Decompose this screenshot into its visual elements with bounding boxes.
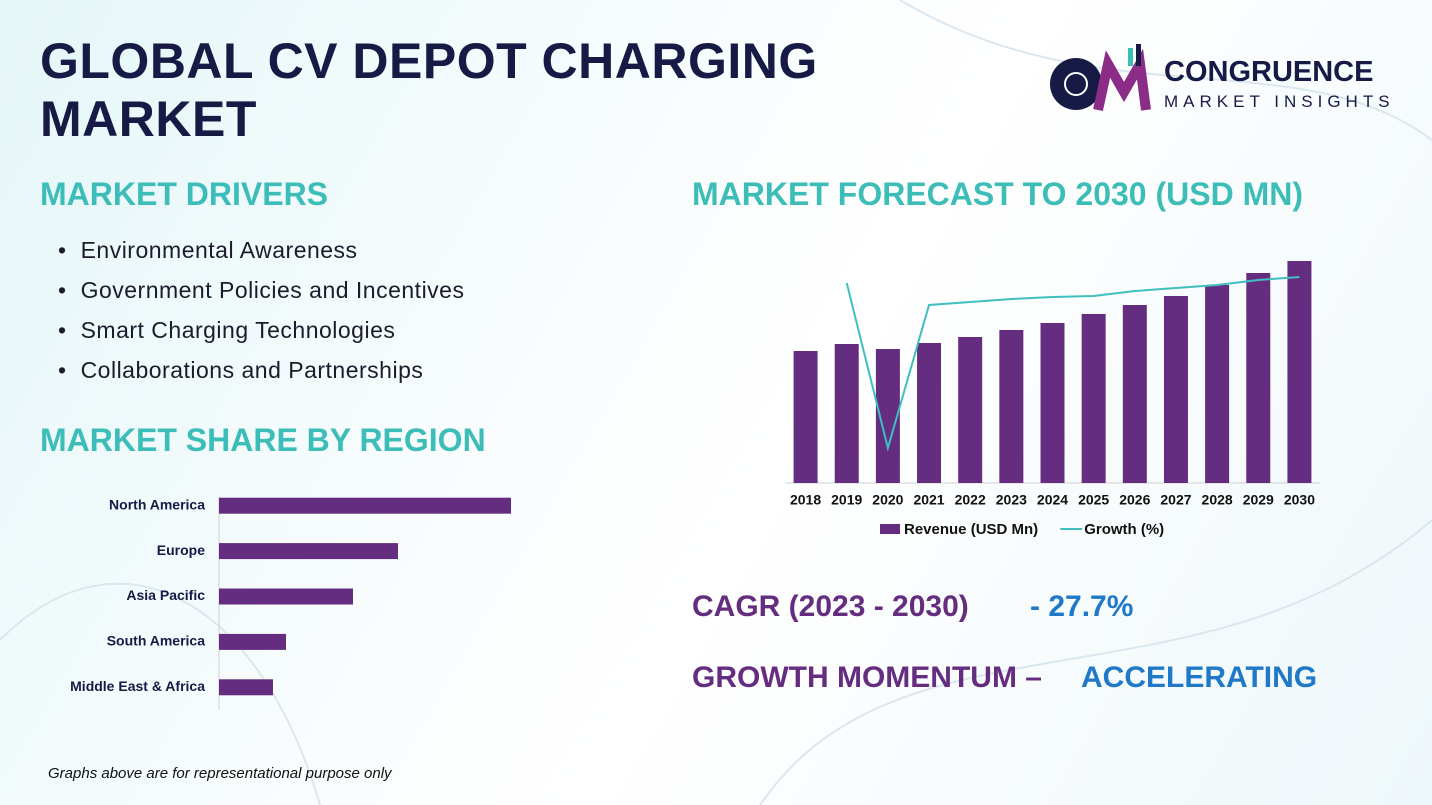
momentum-label: GROWTH MOMENTUM – [692,661,1042,694]
footnote: Graphs above are for representational pu… [48,765,392,782]
bar [1287,261,1312,483]
x-tick-label: 2026 [1119,492,1150,508]
x-tick-label: 2021 [913,492,944,508]
x-tick-label: 2024 [1037,492,1068,508]
section-heading: MARKET FORECAST TO 2030 (USD MN) [692,176,1304,212]
driver-item: Government Policies and Incentives [58,270,464,310]
bar [834,344,859,483]
logo-sub: MARKET INSIGHTS [1164,92,1395,111]
bar [219,679,273,696]
logo-m [1093,48,1151,112]
bar [917,343,942,483]
wave [759,519,1432,805]
bar [219,588,353,605]
legend-label: Revenue (USD Mn) [904,521,1038,538]
drivers-list: Environmental AwarenessGovernment Polici… [58,230,464,390]
wave [0,582,321,805]
x-tick-label: 2027 [1160,492,1191,508]
bar [1122,305,1147,483]
y-tick-label: Europe [157,542,205,558]
legend-swatch [880,524,900,534]
driver-item: Collaborations and Partnerships [58,350,464,390]
bar [958,337,983,483]
logo: CONGRUENCE MARKET INSIGHTS [1046,42,1390,119]
x-tick-label: 2018 [790,492,821,508]
logo-bar [1136,44,1141,66]
logo-globe [1064,72,1088,96]
x-tick-label: 2020 [872,492,903,508]
logo-name: CONGRUENCE [1164,56,1374,88]
driver-item: Smart Charging Technologies [58,310,464,350]
logo-circle [1050,58,1102,110]
bar [999,330,1024,483]
bar [1246,273,1271,483]
bar [219,543,398,560]
cagr-value: - 27.7% [1030,590,1134,623]
x-tick-label: 2028 [1202,492,1233,508]
y-tick-label: Asia Pacific [126,587,205,603]
bar [219,633,286,650]
y-tick-label: Middle East & Africa [70,678,205,694]
x-tick-label: 2025 [1078,492,1109,508]
y-tick-label: North America [109,496,205,512]
section-heading: MARKET SHARE BY REGION [40,422,486,458]
y-tick-label: South America [107,633,205,649]
cagr-label: CAGR (2023 - 2030) [692,590,969,623]
driver-item: Environmental Awareness [58,230,464,270]
page-title: GLOBAL CV DEPOT CHARGING MARKET [40,33,818,147]
section-heading: MARKET DRIVERS [40,176,329,212]
x-tick-label: 2022 [955,492,986,508]
bar [1163,296,1188,483]
legend-label: Growth (%) [1084,521,1164,538]
x-tick-label: 2030 [1284,492,1315,508]
momentum-value: ACCELERATING [1081,661,1318,694]
bar [1205,285,1230,483]
growth-line [845,276,1300,452]
x-tick-label: 2023 [996,492,1027,508]
x-tick-label: 2029 [1243,492,1274,508]
logo-bar [1128,48,1133,66]
x-tick-label: 2019 [831,492,862,508]
bar [793,351,818,483]
wave [899,0,1432,141]
bar [219,497,511,514]
bar [1081,314,1106,483]
logo-icon [1050,44,1151,112]
bar [1040,323,1065,483]
